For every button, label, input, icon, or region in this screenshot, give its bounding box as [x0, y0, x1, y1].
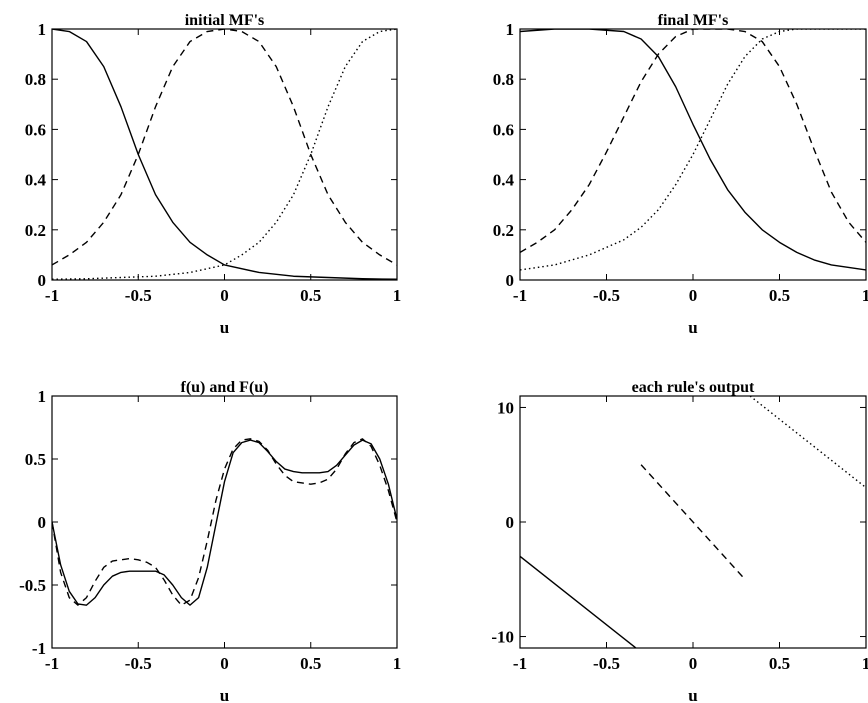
chart-title: f(u) and F(u): [180, 379, 268, 396]
series-line-dotted: [749, 396, 866, 489]
x-tick-label: -1: [513, 654, 527, 673]
y-tick-label: 0.8: [25, 70, 46, 89]
x-axis-label: u: [688, 686, 697, 703]
series-line-solid: [520, 29, 866, 271]
y-tick-label: 0: [506, 513, 515, 532]
y-tick-label: 0: [38, 513, 47, 532]
x-tick-label: 0: [220, 286, 229, 305]
y-tick-label: 0.8: [493, 70, 514, 89]
x-axis-label: u: [220, 318, 229, 337]
y-tick-label: 0: [506, 271, 515, 290]
y-tick-label: 10: [497, 398, 514, 417]
x-tick-label: 0: [689, 654, 698, 673]
chart-panel-1: initial MF's -1 -0.5 0 0.5 1 0 0.2 0.4 0.6 0.8 1 u: [25, 12, 402, 337]
x-tick-label: -0.5: [593, 286, 620, 305]
y-tick-label: 1: [38, 387, 47, 406]
x-tick-label: -1: [45, 654, 59, 673]
y-tick-label: 0.4: [493, 171, 515, 190]
y-tick-label: 0.2: [25, 221, 46, 240]
series-line-solid: [52, 439, 397, 606]
y-tick-label: 0.4: [25, 171, 47, 190]
x-tick-label: 0.5: [769, 286, 790, 305]
plot-frame: [51, 395, 398, 649]
x-tick-label: 1: [393, 286, 402, 305]
y-tick-label: 0.6: [25, 120, 46, 139]
x-tick-label: -0.5: [593, 654, 620, 673]
y-tick-label: 1: [38, 20, 47, 39]
x-tick-label: 0.5: [769, 654, 790, 673]
y-tick-label: -0.5: [19, 576, 46, 595]
x-tick-label: -1: [45, 286, 59, 305]
series-line-dashed: [52, 438, 397, 606]
y-tick-label: 0.6: [493, 120, 514, 139]
chart-panel-4: each rule's output -1 -0.5 0 0.5 1 -10 0 10 u: [491, 379, 868, 703]
chart-title: each rule's output: [632, 379, 755, 396]
x-tick-label: 1: [862, 654, 868, 673]
series-line-dotted: [52, 29, 397, 280]
x-tick-label: 0: [689, 286, 698, 305]
x-tick-label: 0.5: [300, 286, 321, 305]
x-tick-label: -0.5: [125, 654, 152, 673]
y-tick-label: 0: [38, 271, 47, 290]
chart-title: final MF's: [658, 12, 729, 29]
y-tick-label: 1: [506, 20, 515, 39]
series-line-dashed: [640, 464, 746, 580]
x-tick-label: 0.5: [300, 654, 321, 673]
x-tick-label: 1: [393, 654, 402, 673]
x-tick-label: 0: [220, 654, 229, 673]
x-axis-label: u: [688, 318, 697, 337]
series-line-solid: [520, 555, 637, 648]
y-tick-label: -10: [491, 628, 514, 647]
x-tick-label: -1: [513, 286, 527, 305]
y-tick-label: 0.5: [25, 450, 46, 469]
y-tick-label: 0.2: [493, 221, 514, 240]
series-line-dashed: [520, 29, 866, 253]
x-axis-label: u: [220, 686, 229, 703]
series-line-dotted: [520, 29, 866, 271]
series-line-solid: [52, 29, 397, 280]
chart-panel-2: final MF's -1 -0.5 0 0.5 1 0 0.2 0.4 0.6 0.8 1 u: [493, 12, 868, 337]
x-tick-label: 1: [862, 286, 868, 305]
chart-panel-3: f(u) and F(u) -1 -0.5 0 0.5 1 -1 -0.5 0 0.5 1 u: [19, 379, 401, 703]
series-line-dashed: [52, 29, 397, 266]
x-tick-label: -0.5: [125, 286, 152, 305]
chart-title: initial MF's: [185, 12, 265, 29]
plot-frame: [519, 28, 867, 281]
y-tick-label: -1: [32, 639, 46, 658]
